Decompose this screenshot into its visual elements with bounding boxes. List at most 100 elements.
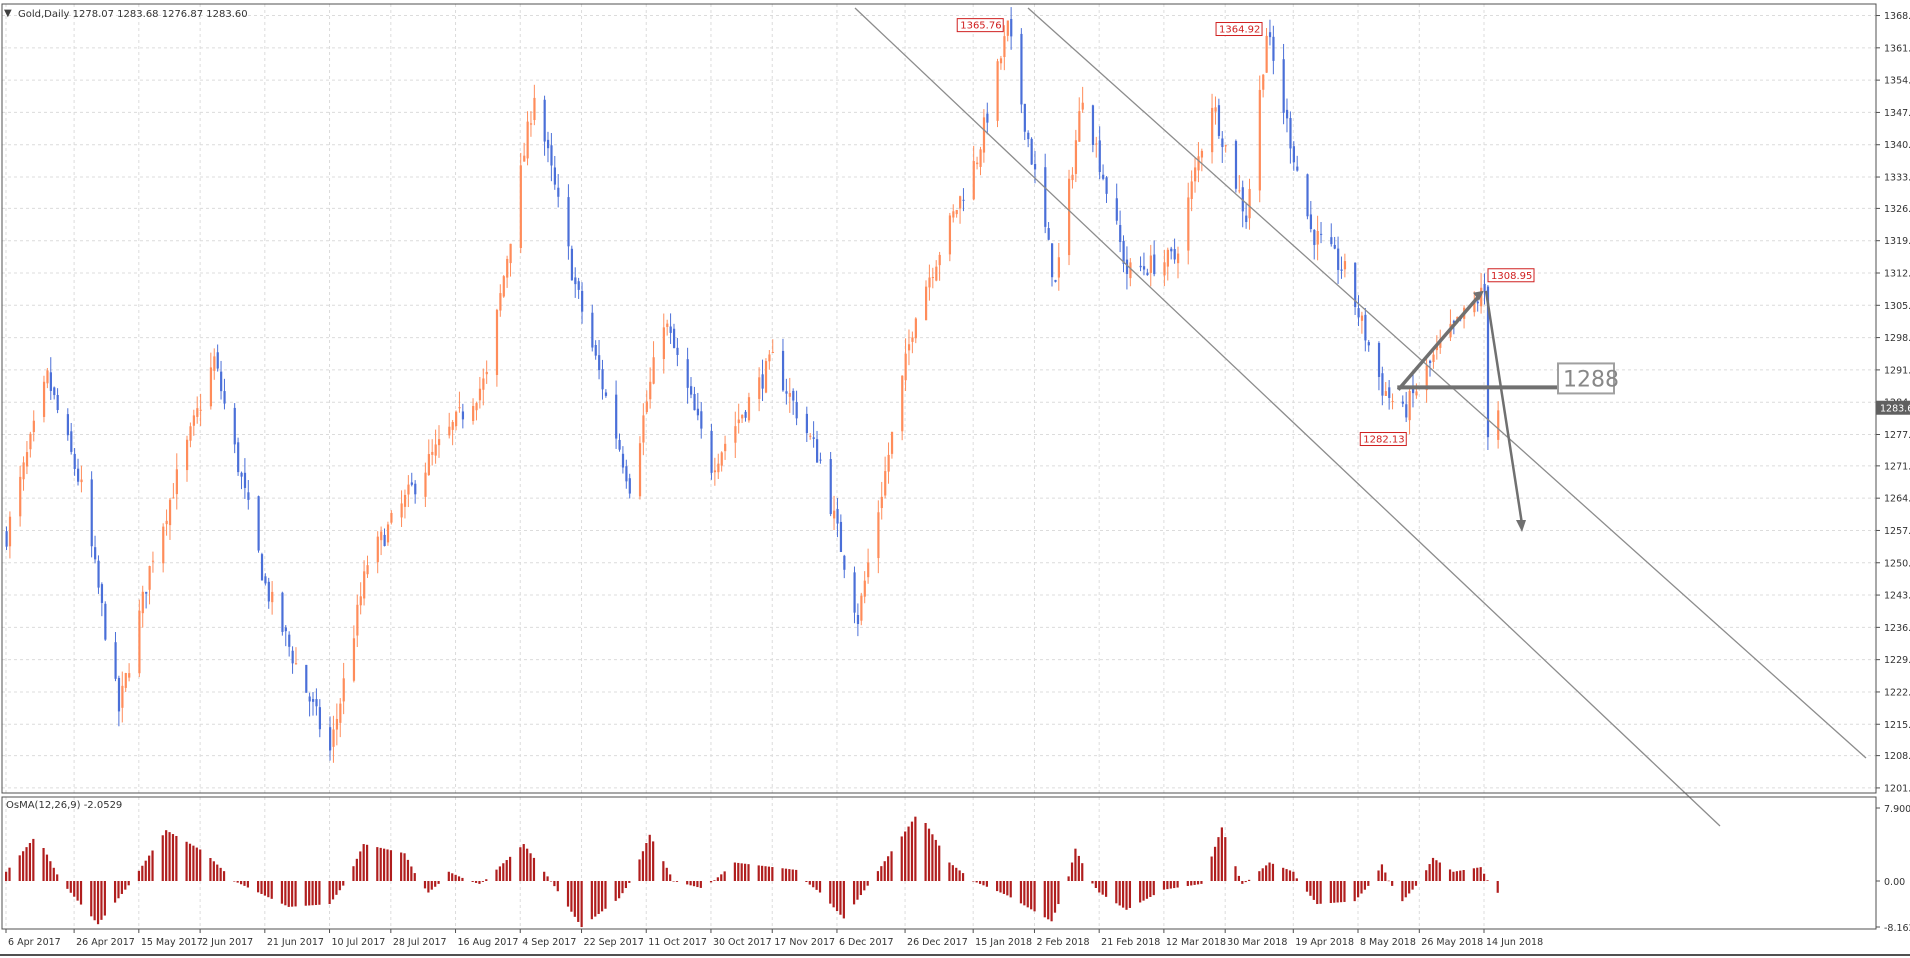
osc-bar <box>199 849 202 881</box>
osc-bar <box>914 816 917 881</box>
osc-bar <box>890 851 893 881</box>
osc-bar <box>1319 881 1322 904</box>
osc-bar <box>859 881 862 896</box>
grid <box>2 4 1876 929</box>
collapse-arrow-icon[interactable]: ▼ <box>4 8 12 19</box>
osc-bar <box>505 860 508 881</box>
date-tick-label: 17 Nov 2017 <box>774 937 835 948</box>
candle-body <box>1473 300 1476 313</box>
candle-body <box>1272 36 1275 61</box>
candle-body <box>581 290 584 312</box>
date-tick-label: 26 May 2018 <box>1421 937 1483 948</box>
osc-bar <box>287 881 290 907</box>
candle-body <box>267 581 270 602</box>
osc-bar <box>209 858 212 881</box>
candle-body <box>455 411 458 427</box>
price-tick-label: 1201.20 <box>1884 783 1910 794</box>
osc-bar <box>1176 881 1179 888</box>
candle-body <box>962 199 965 201</box>
osc-bar <box>1077 855 1080 881</box>
candle-body <box>1074 140 1078 174</box>
price-axis[interactable]: 1368.60 1361.60 1354.60 1347.60 1340.60 1333.… <box>1876 11 1910 794</box>
price-tick-label: 1333.60 <box>1884 173 1910 184</box>
osc-bar <box>1043 881 1046 918</box>
osc-bar <box>1316 881 1319 905</box>
candle-body <box>189 426 192 441</box>
osc-bar <box>1002 881 1006 894</box>
candle-body <box>1360 315 1364 321</box>
osc-bar <box>1428 864 1431 881</box>
date-tick-label: 10 Jul 2017 <box>332 937 386 948</box>
candle-body <box>1268 32 1272 38</box>
osc-bar <box>1122 881 1125 908</box>
candle-body <box>1054 279 1057 282</box>
osc-bar <box>66 881 69 889</box>
candle-body <box>928 277 931 288</box>
osc-bar <box>222 871 226 881</box>
candle-body <box>570 248 574 281</box>
osc-bar <box>403 853 406 881</box>
osc-bar <box>1234 866 1237 881</box>
osc-bar <box>28 843 32 881</box>
candle-body <box>771 352 774 354</box>
osc-bar <box>699 881 702 888</box>
osc-bar <box>1101 881 1104 895</box>
osc-bar <box>907 826 910 881</box>
candle-body <box>615 394 618 439</box>
osc-bar <box>716 877 719 881</box>
osc-bar <box>686 881 689 885</box>
candle-body <box>162 526 165 564</box>
candle-body <box>90 479 93 547</box>
osc-bar <box>1431 857 1435 881</box>
candle-body <box>1190 181 1193 200</box>
candle-body <box>976 162 979 165</box>
candle-body <box>1221 138 1224 148</box>
osc-bar <box>757 865 760 881</box>
candle-body <box>747 397 751 421</box>
candle-body <box>1173 249 1176 260</box>
trend-channel[interactable] <box>854 7 1867 827</box>
candle-body <box>519 165 522 249</box>
candle-body <box>1177 253 1180 264</box>
candle-body <box>764 361 768 393</box>
candle-body <box>482 378 485 390</box>
osc-bar <box>171 834 175 881</box>
osc-bar <box>1438 862 1441 881</box>
candle-body <box>856 614 860 625</box>
candle-body <box>1265 35 1268 73</box>
candle-body <box>1102 174 1105 179</box>
osc-bar <box>781 868 784 881</box>
osc-bar <box>529 853 532 881</box>
price-tick-label: 1340.60 <box>1884 140 1910 151</box>
candle-body <box>1234 141 1238 189</box>
osc-bar <box>1006 881 1009 896</box>
candle-body <box>1241 187 1244 212</box>
candle-body <box>1170 248 1173 252</box>
candle-body <box>1330 237 1333 245</box>
osc-bar <box>927 828 931 881</box>
osc-bar <box>604 881 607 909</box>
price-label-box <box>1487 268 1535 283</box>
candle-body <box>1483 283 1486 291</box>
osc-tick-label: -8.1623 <box>1884 923 1910 934</box>
osc-bar <box>835 881 839 912</box>
osc-bar <box>18 855 21 881</box>
osc-bar <box>747 864 750 881</box>
candle-body <box>1006 20 1009 36</box>
candle-body <box>1401 401 1404 404</box>
candle-body <box>376 536 379 563</box>
price-label: 1282.13 <box>1363 435 1404 446</box>
time-axis[interactable]: 6 Apr 2017 26 Apr 2017 15 May 2017 2 Jun 20… <box>5 929 1543 948</box>
osc-bar <box>812 881 815 888</box>
candle-body <box>472 406 475 421</box>
candles <box>5 7 1500 763</box>
candle-body <box>812 437 815 439</box>
candle-body <box>172 497 175 499</box>
osc-bar <box>1288 870 1292 881</box>
osc-bar <box>934 839 937 881</box>
osc-bar <box>359 851 362 881</box>
candle-body <box>42 381 46 417</box>
candle-body <box>1408 390 1411 421</box>
candle-body <box>495 309 499 375</box>
